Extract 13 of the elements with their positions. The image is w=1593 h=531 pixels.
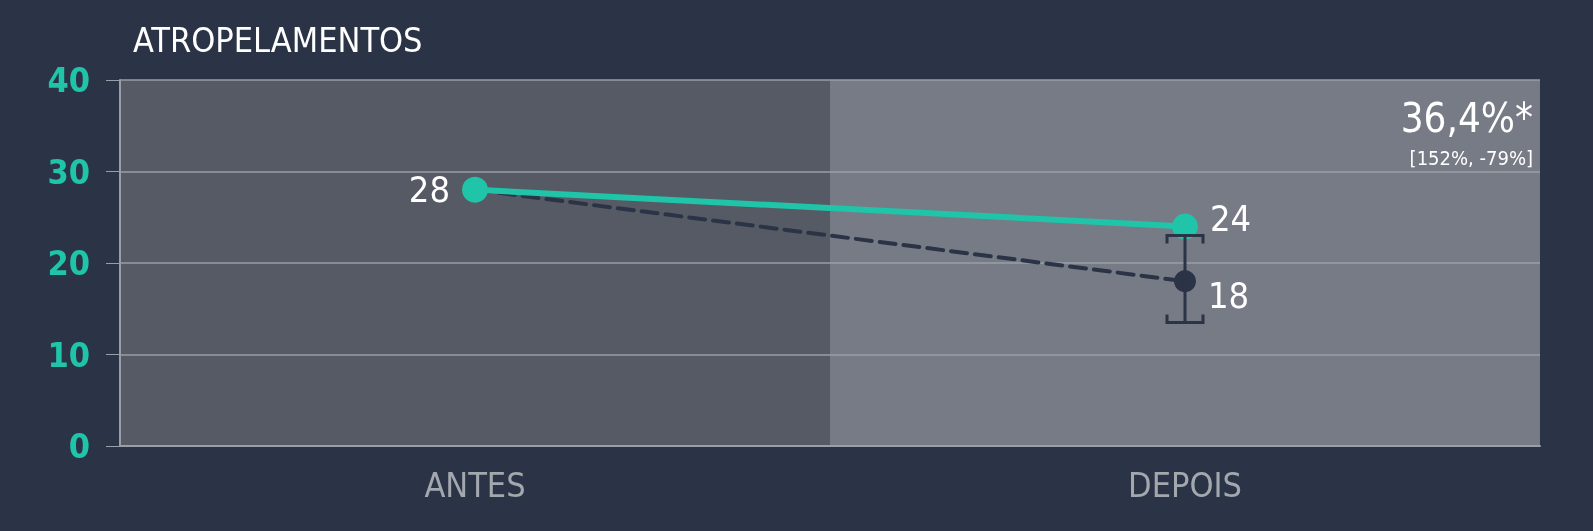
data-label: 28 [408, 169, 450, 211]
data-label: 18 [1208, 274, 1250, 316]
y-tick-label: 40 [47, 60, 90, 100]
y-tick-label: 30 [47, 151, 90, 192]
x-tick-label: DEPOIS [1128, 465, 1242, 505]
chart-title: ATROPELAMENTOS [133, 20, 423, 60]
annotation: [152%, -79%] [1409, 146, 1533, 170]
y-tick-label: 0 [68, 426, 90, 466]
x-tick-label: ANTES [424, 465, 526, 505]
annotation: 36,4%* [1400, 95, 1533, 141]
y-tick-label: 10 [47, 334, 90, 375]
y-tick-label: 20 [47, 243, 90, 283]
data-label: 24 [1210, 197, 1252, 239]
